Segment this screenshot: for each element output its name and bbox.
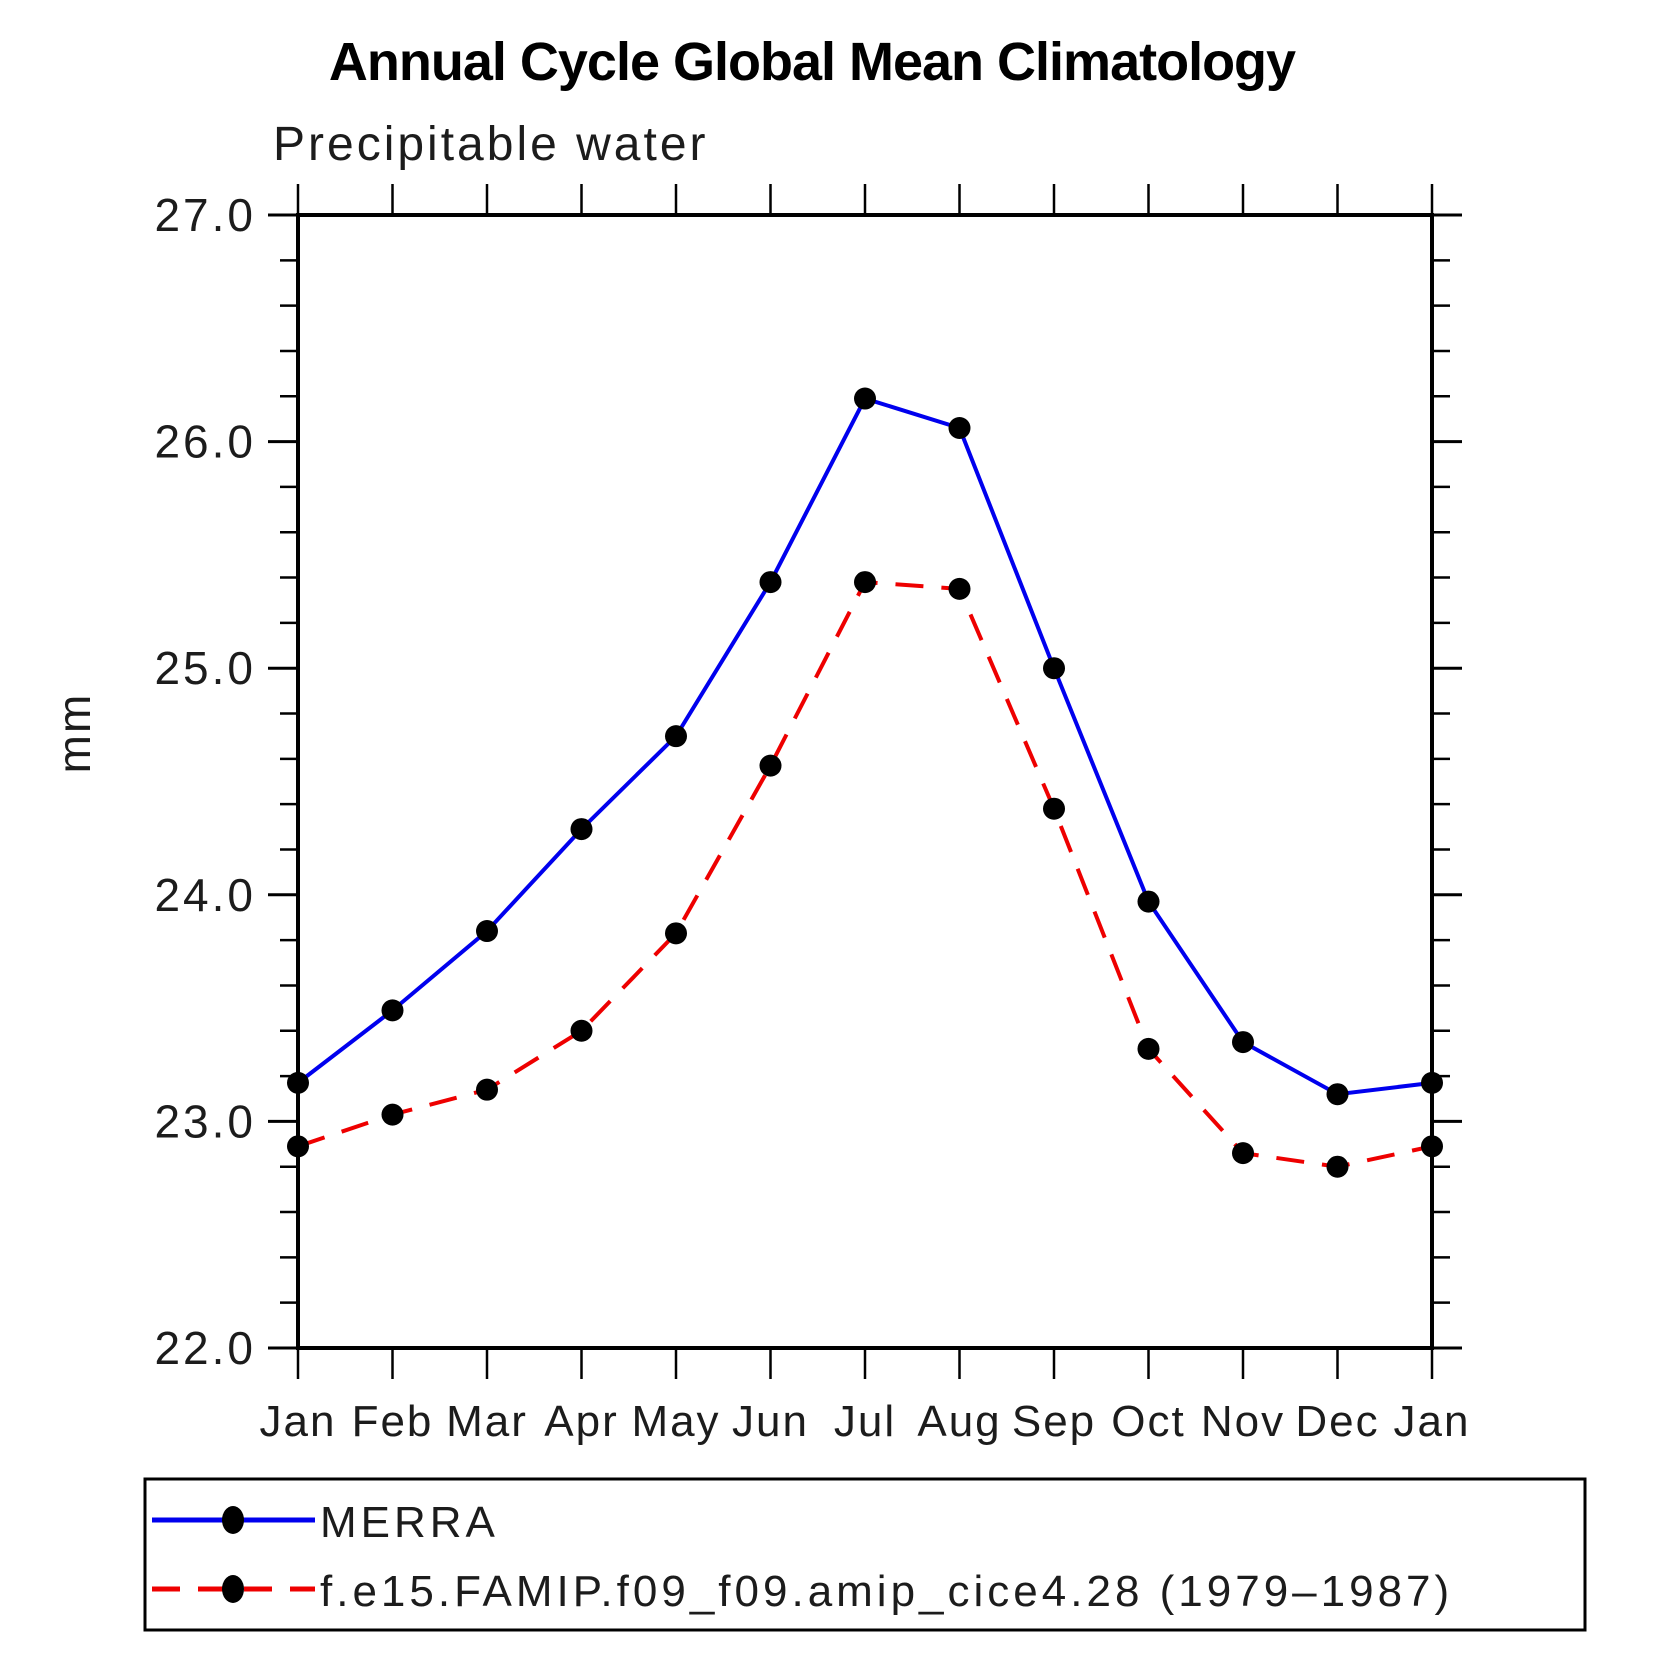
x-tick-label: Jan (1394, 1397, 1471, 1446)
legend-label-merra: MERRA (320, 1498, 499, 1547)
x-tick-label: Oct (1111, 1397, 1185, 1446)
data-point (570, 818, 593, 841)
chart-subtitle: Precipitable water (273, 118, 709, 171)
data-point (1043, 797, 1065, 820)
data-point (1232, 1142, 1254, 1165)
x-tick-label: Jan (260, 1397, 337, 1446)
data-point (1137, 1037, 1160, 1060)
y-tick-label: 26.0 (154, 416, 256, 468)
data-point (1326, 1155, 1349, 1178)
data-point (759, 754, 782, 777)
y-tick-label: 25.0 (154, 642, 256, 694)
y-tick-label: 23.0 (154, 1095, 256, 1147)
y-axis-title: mm (48, 693, 100, 774)
data-point (854, 387, 876, 410)
plot-frame (296, 213, 1434, 1350)
data-point (287, 1071, 309, 1094)
data-point (1421, 1071, 1443, 1094)
series-line-merra (296, 396, 1433, 1097)
legend-marker (222, 1506, 244, 1534)
data-point (1232, 1031, 1254, 1054)
data-point (287, 1135, 309, 1158)
x-tick-label: Dec (1295, 1397, 1379, 1446)
data-point (948, 577, 971, 600)
data-point (665, 725, 687, 748)
data-point (570, 1019, 593, 1042)
x-tick-label: Jul (834, 1397, 896, 1446)
data-point (948, 417, 971, 440)
x-tick-label: Jun (732, 1397, 809, 1446)
data-point (1421, 1135, 1443, 1158)
y-tick-label: 24.0 (154, 869, 256, 921)
legend-marker (222, 1575, 244, 1603)
x-tick-label: Feb (352, 1397, 434, 1446)
legend: MERRA f.e15.FAMIP.f09_f09.amip_cice4.28 … (143, 1477, 1587, 1632)
legend-box (143, 1477, 1587, 1632)
data-point (759, 571, 782, 594)
x-tick-label: Sep (1012, 1397, 1096, 1446)
data-point (1137, 890, 1160, 913)
x-tick-label: Nov (1201, 1397, 1285, 1446)
plot-area: Jan Feb Mar Apr May Jun Jul Aug Sep Oct Nov Dec Jan2… (154, 184, 1471, 1446)
legend-label-model: f.e15.FAMIP.f09_f09.amip_cice4.28 (1979–… (320, 1567, 1453, 1616)
data-point (854, 571, 876, 594)
series-line-model (297, 580, 1433, 1169)
data-point (476, 920, 498, 943)
data-point (381, 1103, 404, 1126)
x-tick-label: Mar (446, 1397, 528, 1446)
y-tick-label: 27.0 (154, 189, 256, 241)
data-point (1326, 1083, 1349, 1106)
data-point (1043, 657, 1065, 680)
data-point (381, 999, 404, 1022)
data-point (665, 922, 687, 945)
data-point (476, 1078, 498, 1101)
x-tick-label: Aug (917, 1397, 1001, 1446)
x-tick-label: May (631, 1397, 720, 1446)
legend-samples (152, 1506, 315, 1603)
chart-title: Annual Cycle Global Mean Climatology (329, 32, 1296, 92)
y-tick-label: 22.0 (154, 1322, 256, 1374)
x-tick-label: Apr (544, 1397, 618, 1446)
